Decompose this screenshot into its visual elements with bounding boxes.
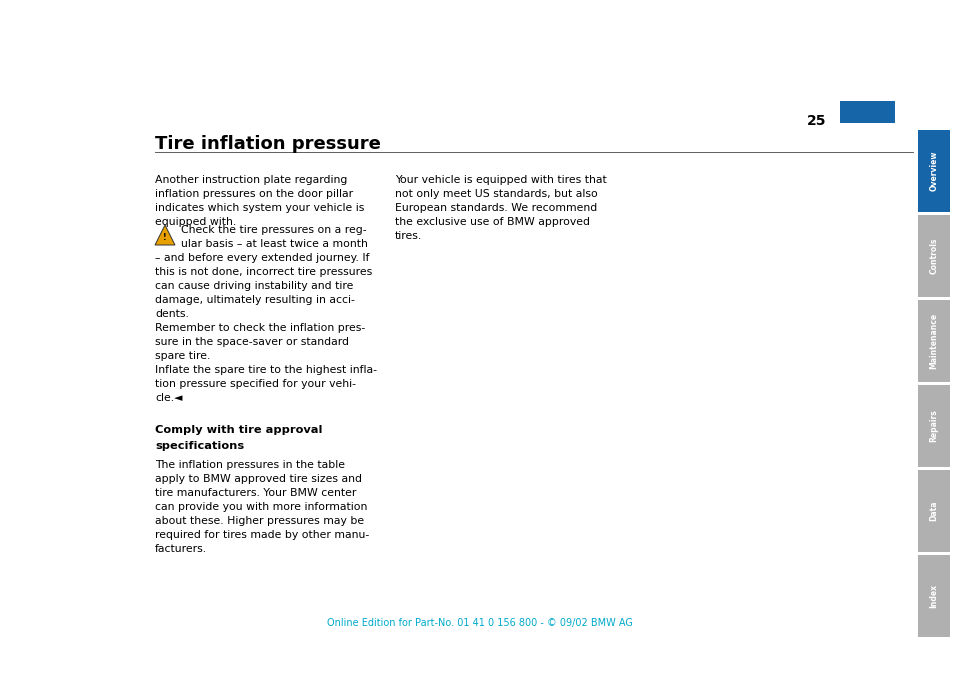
Text: dents.: dents. (155, 309, 189, 319)
Text: about these. Higher pressures may be: about these. Higher pressures may be (155, 516, 364, 526)
Text: Index: Index (929, 584, 939, 608)
Text: apply to BMW approved tire sizes and: apply to BMW approved tire sizes and (155, 474, 362, 484)
Text: ular basis – at least twice a month: ular basis – at least twice a month (181, 239, 368, 249)
Text: can provide you with more information: can provide you with more information (155, 502, 368, 512)
Text: 25: 25 (806, 114, 826, 128)
Text: Tire inflation pressure: Tire inflation pressure (155, 135, 381, 153)
Text: Inflate the spare tire to the highest infla-: Inflate the spare tire to the highest in… (155, 365, 377, 375)
FancyBboxPatch shape (918, 300, 950, 382)
FancyBboxPatch shape (918, 215, 950, 297)
Text: specifications: specifications (155, 441, 244, 451)
Text: Maintenance: Maintenance (929, 313, 939, 369)
Text: – and before every extended journey. If: – and before every extended journey. If (155, 253, 370, 263)
Text: tire manufacturers. Your BMW center: tire manufacturers. Your BMW center (155, 488, 356, 498)
FancyBboxPatch shape (918, 385, 950, 467)
Text: tion pressure specified for your vehi-: tion pressure specified for your vehi- (155, 379, 356, 389)
Text: Repairs: Repairs (929, 410, 939, 442)
FancyBboxPatch shape (840, 101, 895, 123)
Text: Comply with tire approval: Comply with tire approval (155, 425, 323, 435)
Text: Check the tire pressures on a reg-: Check the tire pressures on a reg- (181, 225, 367, 235)
Text: European standards. We recommend: European standards. We recommend (395, 203, 597, 213)
Text: Remember to check the inflation pres-: Remember to check the inflation pres- (155, 323, 365, 333)
Text: not only meet US standards, but also: not only meet US standards, but also (395, 189, 598, 199)
Text: this is not done, incorrect tire pressures: this is not done, incorrect tire pressur… (155, 267, 372, 277)
Text: damage, ultimately resulting in acci-: damage, ultimately resulting in acci- (155, 295, 355, 305)
Polygon shape (155, 225, 175, 245)
Text: Overview: Overview (929, 151, 939, 191)
Text: cle.◄: cle.◄ (155, 393, 182, 403)
Text: Online Edition for Part-No. 01 41 0 156 800 - © 09/02 BMW AG: Online Edition for Part-No. 01 41 0 156 … (327, 618, 633, 628)
Text: inflation pressures on the door pillar: inflation pressures on the door pillar (155, 189, 353, 199)
Text: Your vehicle is equipped with tires that: Your vehicle is equipped with tires that (395, 175, 607, 185)
Text: !: ! (163, 233, 167, 241)
Text: tires.: tires. (395, 231, 422, 241)
Text: The inflation pressures in the table: The inflation pressures in the table (155, 460, 345, 470)
Text: can cause driving instability and tire: can cause driving instability and tire (155, 281, 353, 291)
Text: facturers.: facturers. (155, 544, 207, 554)
FancyBboxPatch shape (918, 555, 950, 637)
Text: Data: Data (929, 501, 939, 521)
Text: equipped with.: equipped with. (155, 217, 236, 227)
Text: spare tire.: spare tire. (155, 351, 210, 361)
Text: sure in the space-saver or standard: sure in the space-saver or standard (155, 337, 349, 347)
Text: indicates which system your vehicle is: indicates which system your vehicle is (155, 203, 365, 213)
Text: the exclusive use of BMW approved: the exclusive use of BMW approved (395, 217, 590, 227)
FancyBboxPatch shape (918, 130, 950, 212)
Text: Controls: Controls (929, 238, 939, 274)
Text: Another instruction plate regarding: Another instruction plate regarding (155, 175, 348, 185)
Text: required for tires made by other manu-: required for tires made by other manu- (155, 530, 370, 540)
FancyBboxPatch shape (918, 470, 950, 552)
